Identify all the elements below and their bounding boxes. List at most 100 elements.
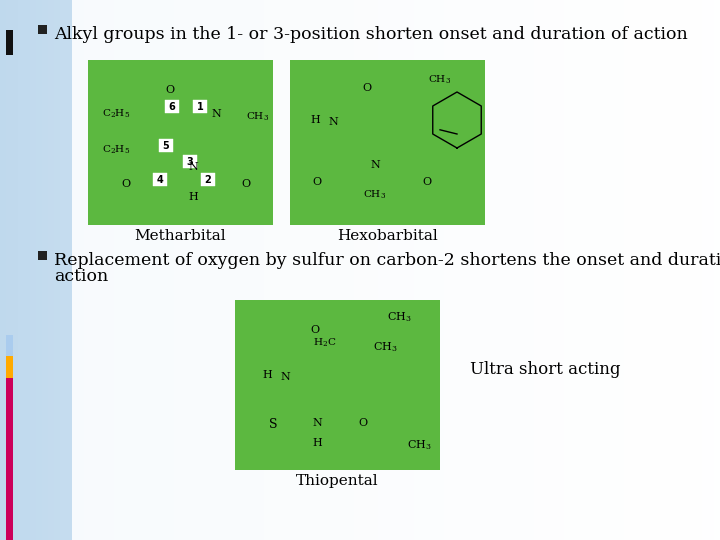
Bar	[126, 0, 133, 540]
Text: O: O	[423, 177, 431, 187]
Bar	[90, 0, 97, 540]
Bar	[714, 0, 720, 540]
Bar	[336, 0, 343, 540]
Text: Ultra short acting: Ultra short acting	[470, 361, 621, 379]
Bar	[678, 0, 685, 540]
Bar	[672, 0, 679, 540]
Bar	[402, 0, 409, 540]
Bar	[252, 0, 259, 540]
Bar	[192, 0, 199, 540]
Bar	[540, 0, 547, 540]
Bar	[132, 0, 139, 540]
Bar	[30, 0, 37, 540]
Bar	[168, 0, 175, 540]
Bar	[165, 100, 179, 113]
Bar	[390, 0, 397, 540]
Bar	[270, 0, 277, 540]
Bar	[183, 155, 197, 168]
Bar	[84, 0, 91, 540]
Bar	[636, 0, 643, 540]
Bar	[324, 0, 331, 540]
Bar	[504, 0, 511, 540]
Text: H: H	[310, 115, 320, 125]
Bar	[108, 0, 115, 540]
Bar	[12, 0, 19, 540]
Bar	[444, 0, 451, 540]
Bar	[330, 0, 337, 540]
Bar	[516, 0, 523, 540]
Bar	[36, 0, 43, 540]
Bar	[162, 0, 169, 540]
Bar	[534, 0, 541, 540]
Text: $\mathregular{CH_3}$: $\mathregular{CH_3}$	[373, 340, 397, 354]
Bar	[456, 0, 463, 540]
Bar	[258, 0, 265, 540]
Text: N: N	[312, 418, 322, 428]
Bar	[486, 0, 493, 540]
Text: N: N	[188, 162, 198, 172]
Bar	[372, 0, 379, 540]
Bar	[558, 0, 565, 540]
Bar	[384, 0, 391, 540]
Bar	[198, 0, 205, 540]
Bar	[138, 0, 145, 540]
Text: $\mathregular{CH_3}$: $\mathregular{CH_3}$	[407, 438, 432, 452]
Bar	[204, 0, 211, 540]
Bar	[414, 0, 421, 540]
Bar	[378, 0, 385, 540]
Bar	[318, 0, 325, 540]
Bar	[480, 0, 487, 540]
Bar	[564, 0, 571, 540]
Bar	[0, 0, 7, 540]
Text: $\mathregular{CH_3}$: $\mathregular{CH_3}$	[364, 189, 387, 201]
Bar	[618, 0, 625, 540]
Bar	[6, 356, 13, 378]
Bar	[576, 0, 583, 540]
Bar	[246, 0, 253, 540]
Bar	[606, 0, 613, 540]
Bar	[102, 0, 109, 540]
Bar	[594, 0, 601, 540]
Bar	[690, 0, 697, 540]
Bar	[234, 0, 241, 540]
Bar	[66, 0, 73, 540]
Bar	[216, 0, 223, 540]
Bar	[408, 0, 415, 540]
Bar	[235, 300, 440, 470]
Bar	[642, 0, 649, 540]
Text: O: O	[122, 179, 130, 189]
Text: $\mathregular{CH_3}$: $\mathregular{CH_3}$	[246, 111, 269, 123]
Bar	[294, 0, 301, 540]
Bar	[276, 0, 283, 540]
Bar	[498, 0, 505, 540]
Text: O: O	[362, 83, 372, 93]
Text: action: action	[54, 268, 108, 285]
Bar	[6, 335, 13, 356]
Bar	[552, 0, 559, 540]
Bar	[88, 60, 273, 225]
Text: N: N	[370, 160, 380, 170]
Bar	[42, 0, 49, 540]
Bar	[288, 0, 295, 540]
Bar	[570, 0, 577, 540]
Bar	[450, 0, 457, 540]
Bar	[6, 0, 13, 540]
Bar	[348, 0, 355, 540]
Bar	[528, 0, 535, 540]
Bar	[546, 0, 553, 540]
Text: 6: 6	[168, 102, 176, 112]
Text: 3: 3	[186, 157, 194, 167]
Text: Hexobarbital: Hexobarbital	[337, 229, 438, 243]
Bar	[432, 0, 439, 540]
Bar	[468, 0, 475, 540]
Bar	[588, 0, 595, 540]
Bar	[38, 25, 47, 34]
Bar	[48, 0, 55, 540]
Bar	[186, 0, 193, 540]
Bar	[612, 0, 619, 540]
Bar	[290, 60, 485, 225]
Bar	[114, 0, 121, 540]
Bar	[654, 0, 661, 540]
Bar	[522, 0, 529, 540]
Text: 1: 1	[197, 102, 203, 112]
